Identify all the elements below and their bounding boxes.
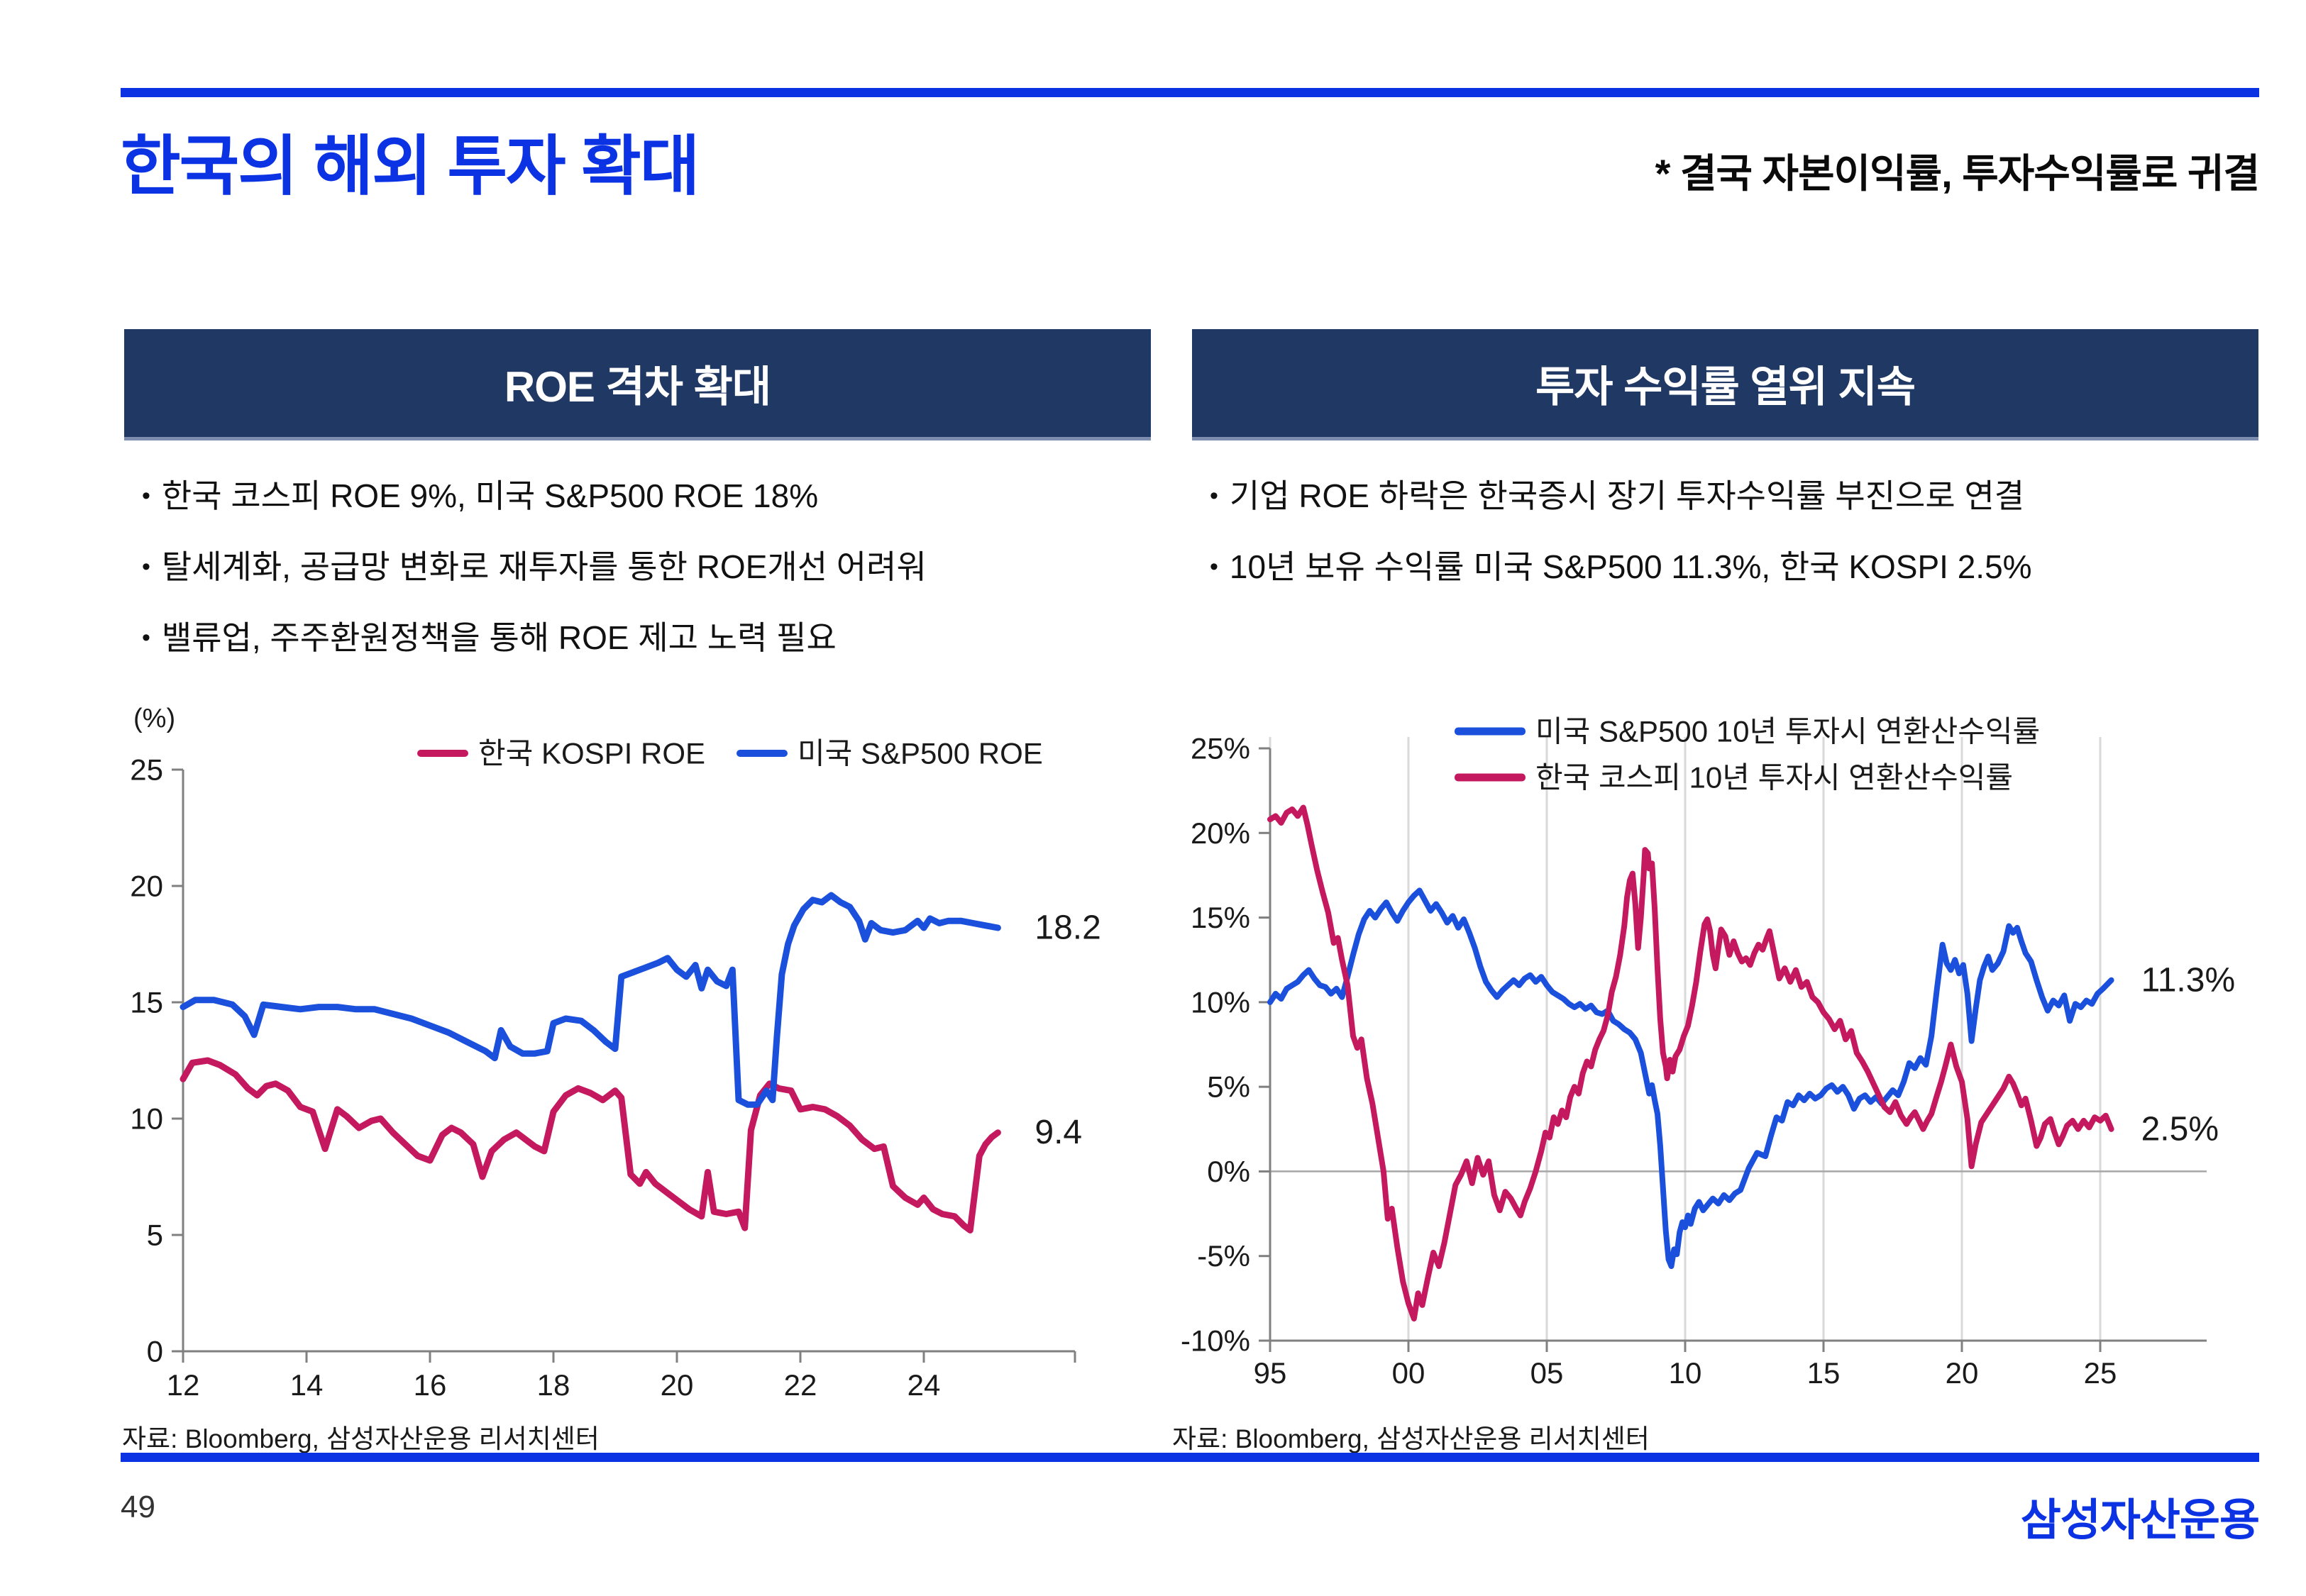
svg-text:14: 14 [290, 1368, 324, 1402]
svg-text:0: 0 [147, 1335, 163, 1368]
svg-text:95: 95 [1254, 1356, 1287, 1390]
bullet-icon: • [1210, 553, 1218, 581]
panel-header-return-inferiority: 투자 수익률 열위 지속 [1192, 329, 2258, 440]
svg-text:0%: 0% [1207, 1155, 1250, 1188]
bullet-item: • 기업 ROE 하락은 한국증시 장기 투자수익률 부진으로 연결 [1210, 474, 2274, 518]
right-bullet-list: • 기업 ROE 하락은 한국증시 장기 투자수익률 부진으로 연결 • 10년… [1210, 474, 2274, 589]
svg-text:한국 코스피 10년 투자시 연환산수익률: 한국 코스피 10년 투자시 연환산수익률 [1535, 761, 2013, 794]
svg-text:15: 15 [1807, 1356, 1841, 1390]
roe-gap-line-chart: 0 5 10 15 20 25 12 14 16 18 20 22 24 9.4 18.2 한국 KOSPI … [130, 738, 1101, 1402]
bullet-icon: • [1210, 482, 1218, 509]
page-number: 49 [121, 1490, 155, 1524]
svg-text:5%: 5% [1207, 1070, 1250, 1104]
panel-header-roe-gap: ROE 격차 확대 [124, 329, 1151, 440]
svg-text:미국 S&P500 ROE: 미국 S&P500 ROE [798, 738, 1043, 770]
svg-text:15: 15 [130, 986, 163, 1019]
bullet-item: • 한국 코스피 ROE 9%, 미국 S&P500 ROE 18% [142, 474, 1149, 518]
svg-text:24: 24 [907, 1368, 941, 1402]
svg-text:20: 20 [1946, 1356, 1979, 1390]
svg-text:25%: 25% [1191, 732, 1250, 765]
svg-text:20%: 20% [1191, 816, 1250, 850]
slide-note: * 결국 자본이익률, 투자수익률로 귀결 [1655, 151, 2260, 196]
bullet-text: 한국 코스피 ROE 9%, 미국 S&P500 ROE 18% [161, 477, 819, 514]
svg-text:18: 18 [537, 1368, 570, 1402]
bullet-item: • 탈세계화, 공급망 변화로 재투자를 통한 ROE개선 어려워 [142, 545, 1149, 589]
svg-text:한국 KOSPI ROE: 한국 KOSPI ROE [478, 738, 705, 770]
svg-text:2.5%: 2.5% [2141, 1110, 2219, 1148]
bullet-text: 기업 ROE 하락은 한국증시 장기 투자수익률 부진으로 연결 [1229, 477, 2025, 514]
bullet-icon: • [142, 482, 150, 509]
page-title: 한국의 해외 투자 확대 [121, 131, 700, 203]
svg-text:미국 S&P500 10년 투자시 연환산수익률: 미국 S&P500 10년 투자시 연환산수익률 [1535, 715, 2040, 748]
bullet-text: 밸류업, 주주환원정책을 통해 ROE 제고 노력 필요 [161, 619, 837, 657]
svg-text:-10%: -10% [1181, 1324, 1250, 1358]
top-rule [121, 88, 2259, 97]
left-bullet-list: • 한국 코스피 ROE 9%, 미국 S&P500 ROE 18% • 탈세계… [142, 474, 1149, 660]
svg-text:5: 5 [147, 1219, 163, 1252]
left-source-note: 자료: Bloomberg, 삼성자산운용 리서치센터 [122, 1424, 600, 1453]
svg-text:05: 05 [1530, 1356, 1564, 1390]
svg-text:10: 10 [1669, 1356, 1702, 1390]
svg-text:9.4: 9.4 [1035, 1114, 1082, 1151]
bullet-item: • 밸류업, 주주환원정책을 통해 ROE 제고 노력 필요 [142, 616, 1149, 660]
bullet-text: 탈세계화, 공급망 변화로 재투자를 통한 ROE개선 어려워 [161, 548, 927, 586]
svg-text:16: 16 [414, 1368, 447, 1402]
svg-text:22: 22 [784, 1368, 817, 1402]
svg-text:12: 12 [167, 1368, 200, 1402]
svg-text:20: 20 [130, 870, 163, 903]
bottom-rule [121, 1453, 2259, 1462]
bullet-item: • 10년 보유 수익률 미국 S&P500 11.3%, 한국 KOSPI 2… [1210, 545, 2274, 589]
right-source-note: 자료: Bloomberg, 삼성자산운용 리서치센터 [1172, 1424, 1650, 1453]
svg-text:18.2: 18.2 [1035, 909, 1100, 947]
svg-text:25: 25 [2084, 1356, 2117, 1390]
svg-text:10%: 10% [1191, 985, 1250, 1019]
bullet-icon: • [142, 624, 150, 652]
ten-year-return-line-chart: -10% -5% 0% 5% 10% 15% 20% 25% 95 00 05 10 15 20 25 11.… [1181, 715, 2236, 1390]
svg-text:15%: 15% [1191, 901, 1250, 934]
svg-text:-5%: -5% [1197, 1239, 1250, 1273]
svg-text:25: 25 [130, 753, 163, 787]
bullet-icon: • [142, 553, 150, 581]
bullet-text: 10년 보유 수익률 미국 S&P500 11.3%, 한국 KOSPI 2.5… [1229, 548, 2032, 586]
svg-text:11.3%: 11.3% [2141, 961, 2236, 999]
left-chart-y-unit: (%) [133, 704, 176, 733]
svg-text:10: 10 [130, 1102, 163, 1136]
company-logo: 삼성자산운용 [2020, 1496, 2260, 1545]
svg-text:20: 20 [661, 1368, 694, 1402]
svg-text:00: 00 [1392, 1356, 1425, 1390]
